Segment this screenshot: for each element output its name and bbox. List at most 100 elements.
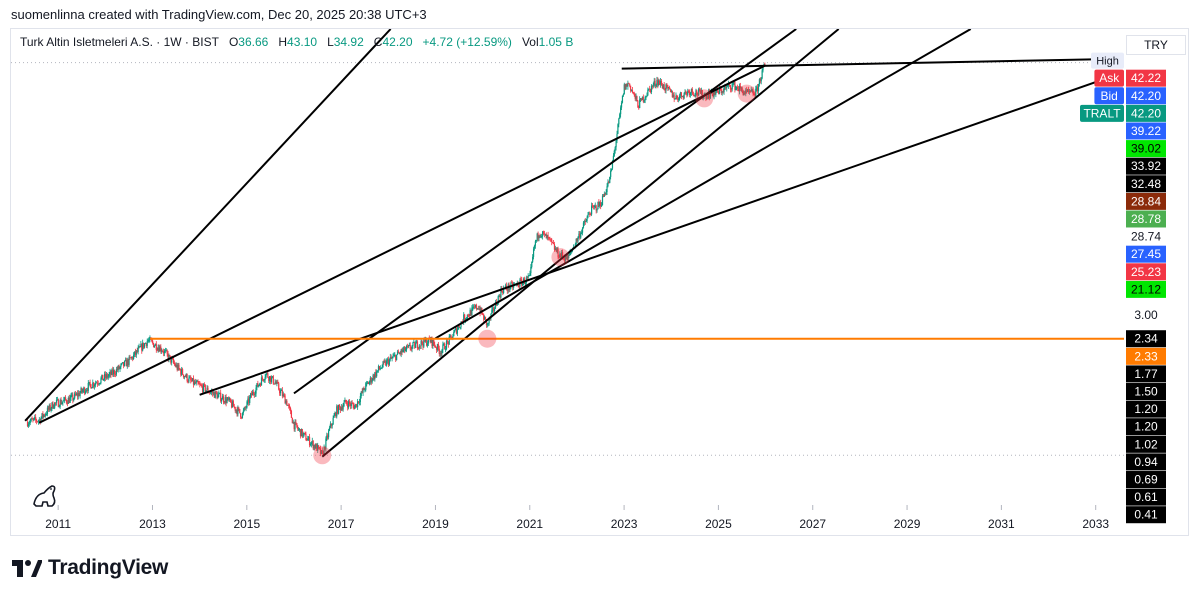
candle-body — [371, 380, 373, 383]
candle-body — [473, 306, 475, 308]
candle-body — [200, 384, 202, 386]
candle-body — [390, 357, 392, 359]
close-value: 42.20 — [382, 35, 413, 49]
candle-body — [679, 92, 682, 96]
candle-body — [586, 217, 588, 221]
candle-body — [625, 83, 627, 90]
candle-body — [296, 423, 298, 428]
candle-body — [665, 84, 667, 91]
candle-body — [631, 90, 634, 93]
candle-body — [628, 83, 630, 85]
candle-body — [604, 193, 606, 195]
candle-body — [47, 407, 49, 410]
candle-body — [513, 284, 515, 288]
price-axis-label: 28.78 — [1131, 212, 1161, 226]
price-axis-label-bg — [1126, 228, 1166, 246]
candle-body — [579, 233, 581, 238]
candle-body — [160, 346, 162, 352]
candle-body — [65, 399, 68, 403]
candle-body — [601, 205, 603, 207]
candle-body — [176, 364, 178, 370]
candle-body — [598, 202, 600, 207]
candle-body — [485, 319, 488, 326]
candle-body — [678, 95, 681, 100]
candle-body — [644, 97, 646, 101]
candle-body — [435, 346, 437, 348]
candle-body — [187, 381, 189, 383]
tradingview-logo[interactable]: TradingView — [12, 556, 168, 580]
candle-body — [585, 220, 587, 222]
candle-body — [53, 407, 55, 409]
candle-body — [57, 399, 59, 407]
candle-body — [31, 418, 33, 420]
candle-body — [84, 387, 86, 394]
candle-body — [443, 343, 445, 345]
tradingview-brand: TradingView — [48, 556, 169, 579]
candle-body — [454, 328, 457, 330]
candle-body — [549, 237, 551, 239]
candle-body — [669, 89, 672, 93]
candle-body — [596, 209, 598, 211]
candle-body — [325, 438, 327, 450]
candle-body — [168, 355, 170, 360]
candle-body — [140, 344, 142, 348]
candle-body — [420, 340, 422, 346]
candle-body — [426, 343, 429, 346]
candle-body — [289, 407, 292, 412]
candle-body — [357, 401, 360, 403]
candle-body — [722, 91, 724, 93]
candle-body — [562, 252, 564, 257]
candle-body — [761, 70, 763, 79]
candle-body — [509, 288, 511, 290]
candle-body — [102, 374, 104, 381]
candle-body — [74, 393, 76, 399]
candle-body — [167, 353, 169, 360]
candle-body — [106, 374, 108, 378]
candle-body — [464, 314, 466, 321]
candle-body — [221, 396, 224, 400]
candle-body — [362, 387, 364, 393]
candle-body — [591, 205, 593, 215]
candle-body — [105, 374, 108, 378]
candle-body — [272, 376, 274, 384]
candle-body — [728, 83, 731, 86]
candle-body — [706, 95, 708, 99]
candle-body — [482, 314, 484, 315]
candle-body — [558, 257, 560, 258]
candle-body — [725, 86, 727, 89]
candle-body — [673, 94, 675, 99]
candle-body — [359, 396, 361, 403]
candle-body — [396, 351, 399, 355]
candle-body — [280, 390, 283, 392]
candle-body — [641, 96, 644, 101]
candle-body — [111, 369, 113, 375]
candle-body — [252, 391, 254, 394]
symbol-name[interactable]: Turk Altin Isletmeleri A.S. · 1W · BIST — [20, 35, 219, 49]
candle-body — [407, 345, 410, 347]
currency-selector[interactable]: TRY — [1126, 35, 1186, 55]
candle-body — [374, 372, 376, 379]
candle-body — [166, 350, 168, 354]
candle-body — [351, 403, 353, 404]
candle-body — [433, 340, 435, 345]
candle-body — [285, 400, 287, 404]
candle-body — [87, 383, 89, 391]
candle-body — [648, 88, 650, 90]
candle-body — [496, 304, 498, 306]
price-axis-label: 1.50 — [1134, 385, 1158, 399]
candle-body — [181, 369, 183, 375]
price-axis-label-bg — [1126, 435, 1166, 453]
price-axis-label-bg — [1126, 418, 1166, 436]
candle-body — [622, 94, 624, 96]
candle-body — [341, 407, 343, 410]
candle-body — [466, 314, 468, 319]
candle-body — [289, 405, 291, 408]
candle-body — [146, 341, 148, 346]
candle-body — [114, 374, 117, 375]
candle-body — [677, 97, 679, 100]
candle-body — [369, 377, 371, 382]
candle-body — [99, 382, 101, 384]
drawing-tool-icon[interactable] — [33, 485, 56, 507]
candle-body — [530, 266, 532, 274]
